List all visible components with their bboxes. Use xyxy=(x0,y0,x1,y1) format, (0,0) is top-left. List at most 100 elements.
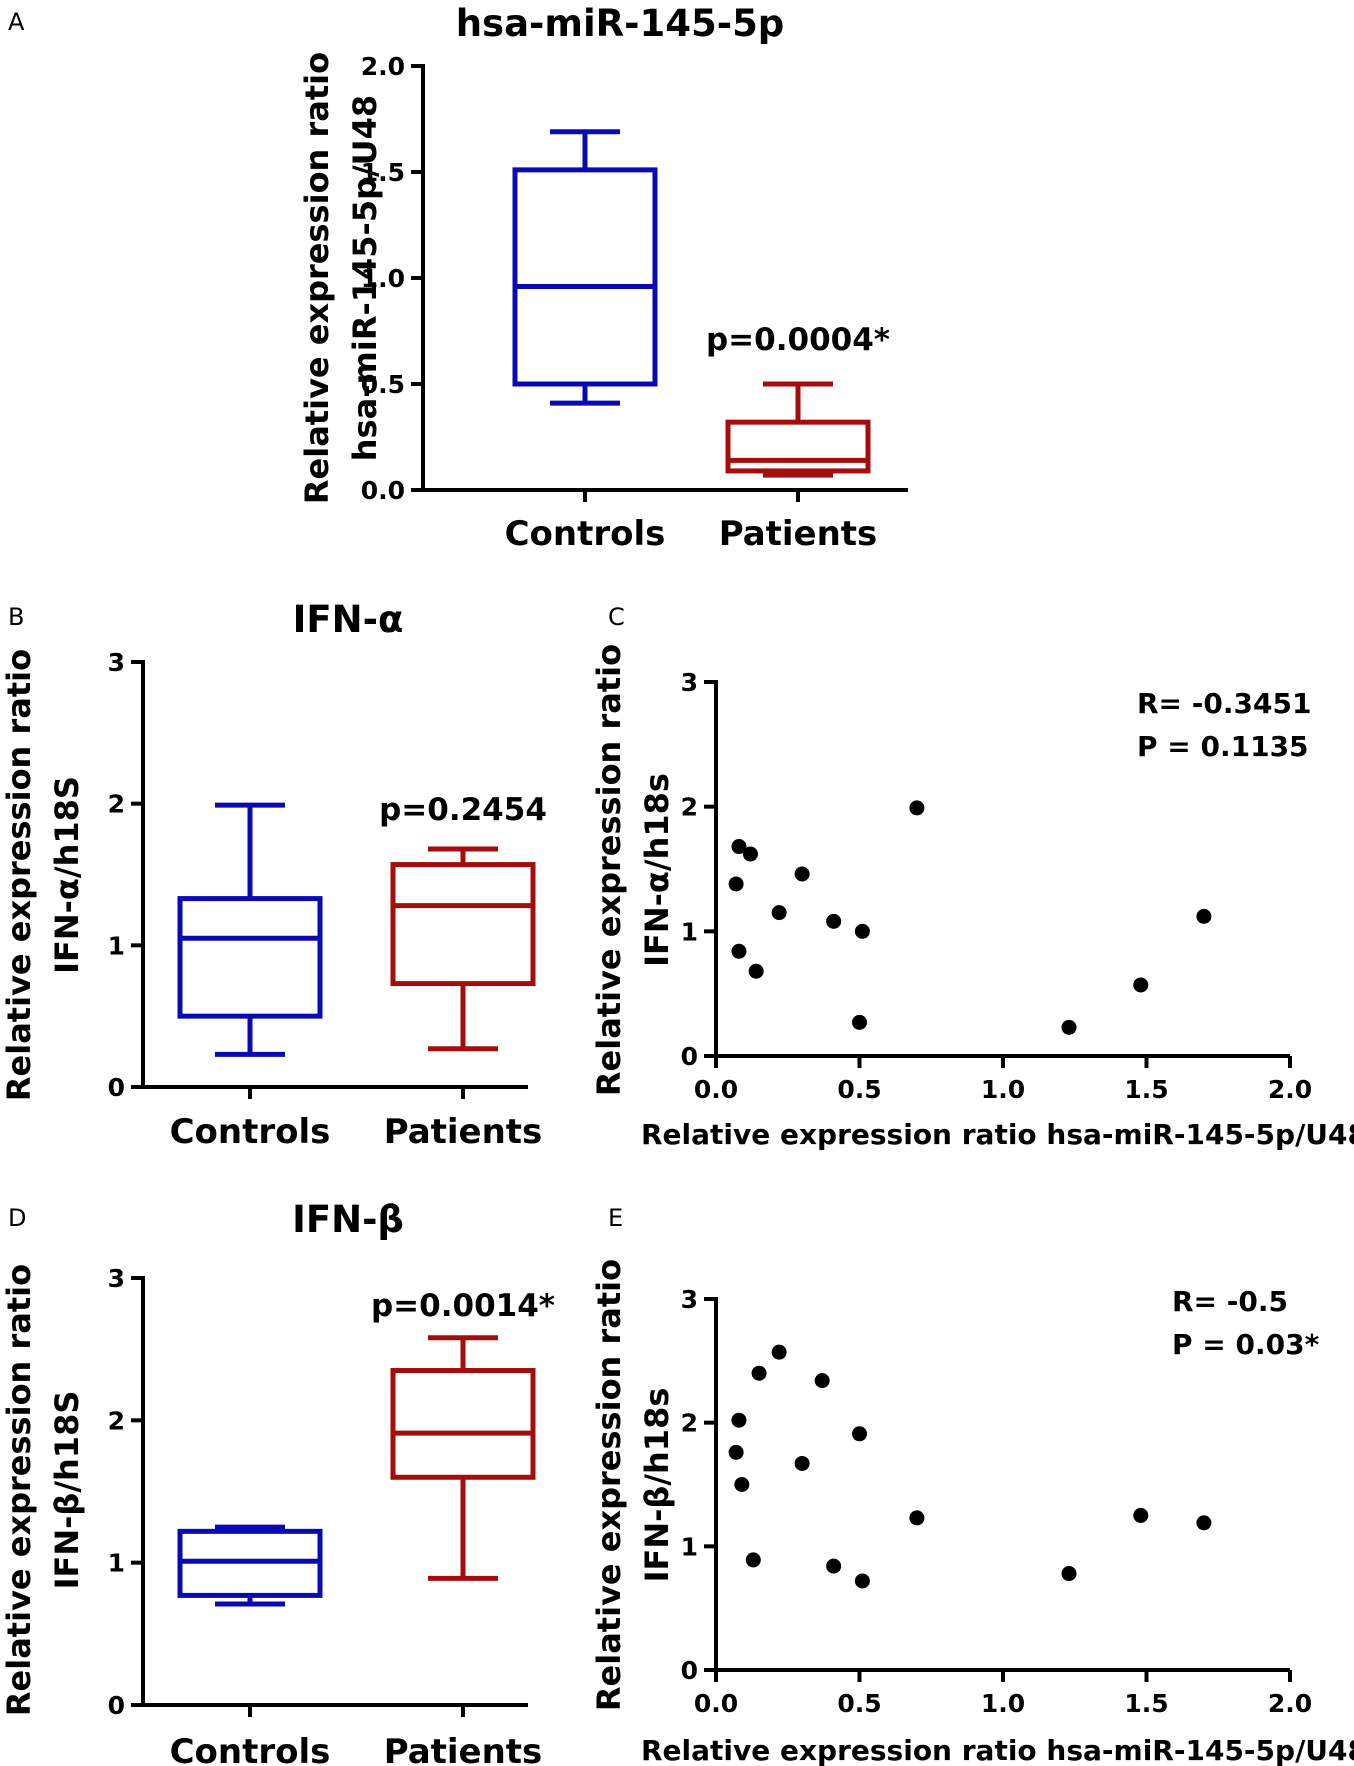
data-point xyxy=(731,839,747,855)
data-point xyxy=(794,866,810,882)
x-tick-label: 1.5 xyxy=(1124,1075,1168,1104)
data-point xyxy=(745,1552,761,1568)
p-value-annotation: p=0.0004* xyxy=(706,322,890,358)
box-controls xyxy=(177,1524,323,1607)
x-tick-label: 0.5 xyxy=(837,1689,881,1718)
y-tick-label: 2 xyxy=(681,793,698,822)
data-point xyxy=(748,963,764,979)
category-label: Controls xyxy=(505,514,666,554)
data-point xyxy=(1061,1019,1077,1035)
category-label: Controls xyxy=(170,1732,331,1766)
chart-title: IFN-β xyxy=(292,1198,404,1241)
data-point xyxy=(731,943,747,959)
box-patients xyxy=(390,1335,536,1581)
x-tick-label: 0.0 xyxy=(694,1689,738,1718)
data-point xyxy=(852,1426,867,1442)
y-axis-label-line2: IFN-β/h18s xyxy=(638,1388,676,1583)
box-controls xyxy=(177,802,323,1057)
panel-letter: D xyxy=(8,1204,26,1232)
panel-c-scatter: 0 1 2 3 Relative expression ratio IFN-α/h18s C… xyxy=(590,603,1354,1151)
box-patients xyxy=(390,846,536,1052)
y-tick-label: 0.5 xyxy=(361,370,405,399)
y-axis-label-line2: IFN-α/h18S xyxy=(48,776,86,974)
data-point xyxy=(734,1477,750,1492)
box-iqr xyxy=(177,896,323,1019)
correlation-p: P = 0.03* xyxy=(1172,1328,1320,1361)
category-label: Controls xyxy=(170,1112,331,1152)
data-point xyxy=(728,1444,744,1460)
box-controls xyxy=(512,129,658,406)
data-point xyxy=(826,913,842,929)
y-tick-label: 1 xyxy=(108,1549,125,1578)
y-axis-label-line1: Relative expression ratio xyxy=(0,649,38,1101)
box-patients xyxy=(725,381,871,478)
data-point xyxy=(751,1365,767,1381)
data-point xyxy=(1133,977,1149,993)
y-tick-label: 1.5 xyxy=(361,158,405,187)
x-tick-label: 0.5 xyxy=(837,1075,881,1104)
y-tick-label: 2.0 xyxy=(361,52,405,81)
panel-letter: C xyxy=(608,603,625,631)
y-tick-label: 2 xyxy=(108,790,125,819)
y-tick-label: 0 xyxy=(681,1042,698,1071)
data-point xyxy=(771,1344,787,1360)
box-iqr xyxy=(390,862,536,987)
x-axis-label: Relative expression ratio hsa-miR-145-5p… xyxy=(641,1734,1354,1766)
x-tick-label: 2.0 xyxy=(1268,1689,1312,1718)
category-label: Patients xyxy=(719,514,878,554)
panel-e-scatter: 0 1 2 3 Relative expression ratio IFN-β/h18s E… xyxy=(590,1204,1354,1766)
y-tick-label: 2 xyxy=(681,1409,698,1438)
data-point xyxy=(814,1373,830,1389)
chart-title: hsa-miR-145-5p xyxy=(456,2,785,45)
y-tick-label: 0 xyxy=(108,1073,125,1102)
category-label: Patients xyxy=(384,1732,543,1766)
box-iqr xyxy=(725,419,871,474)
data-point xyxy=(1196,1515,1212,1531)
y-axis-label-line1: Relative expression ratio xyxy=(0,1264,38,1716)
data-point xyxy=(854,1573,870,1589)
data-point xyxy=(909,1510,925,1526)
x-tick-label: 1.5 xyxy=(1124,1689,1168,1718)
data-point xyxy=(794,1455,810,1471)
x-axis-label: Relative expression ratio hsa-miR-145-5p… xyxy=(641,1118,1354,1151)
data-point xyxy=(1196,908,1212,924)
data-point xyxy=(1133,1507,1149,1523)
y-tick-label: 1.0 xyxy=(361,264,405,293)
y-tick-label: 2 xyxy=(108,1406,125,1435)
data-point xyxy=(854,923,870,939)
panel-d-boxplot: 0 1 2 3 Relative expression ratio IFN-β/h18S D… xyxy=(0,1198,555,1766)
box-iqr xyxy=(512,167,658,387)
data-point xyxy=(1061,1566,1077,1582)
y-tick-label: 1 xyxy=(108,931,125,960)
panel-letter: E xyxy=(608,1204,623,1232)
y-tick-label: 0 xyxy=(681,1656,698,1685)
category-label: Patients xyxy=(384,1112,543,1152)
y-axis-label-line2: IFN-β/h18S xyxy=(48,1391,86,1590)
data-point xyxy=(731,1412,747,1428)
y-tick-label: 3 xyxy=(108,648,125,677)
y-tick-label: 1 xyxy=(681,917,698,946)
x-tick-label: 2.0 xyxy=(1268,1075,1312,1104)
x-tick-label: 1.0 xyxy=(981,1689,1025,1718)
y-tick-label: 3 xyxy=(108,1264,125,1293)
correlation-p: P = 0.1135 xyxy=(1137,730,1309,763)
data-point xyxy=(826,1558,842,1574)
y-tick-label: 0.0 xyxy=(361,476,405,505)
y-axis-label-line1: Relative expression ratio xyxy=(590,1259,628,1711)
data-point xyxy=(771,905,787,921)
correlation-r: R= -0.5 xyxy=(1172,1285,1288,1318)
data-point xyxy=(742,846,758,862)
y-tick-label: 3 xyxy=(681,1285,698,1314)
data-point xyxy=(728,876,744,892)
x-tick-label: 0.0 xyxy=(694,1075,738,1104)
panel-b-boxplot: 0 1 2 3 Relative expression ratio IFN-α/h18S B… xyxy=(0,598,547,1152)
data-point xyxy=(852,1014,867,1030)
p-value-annotation: p=0.0014* xyxy=(371,1288,555,1324)
data-point xyxy=(909,800,925,816)
chart-title: IFN-α xyxy=(293,598,404,641)
x-tick-label: 1.0 xyxy=(981,1075,1025,1104)
y-tick-label: 0 xyxy=(108,1691,125,1720)
box-iqr xyxy=(390,1368,536,1480)
panel-letter: A xyxy=(8,8,25,36)
